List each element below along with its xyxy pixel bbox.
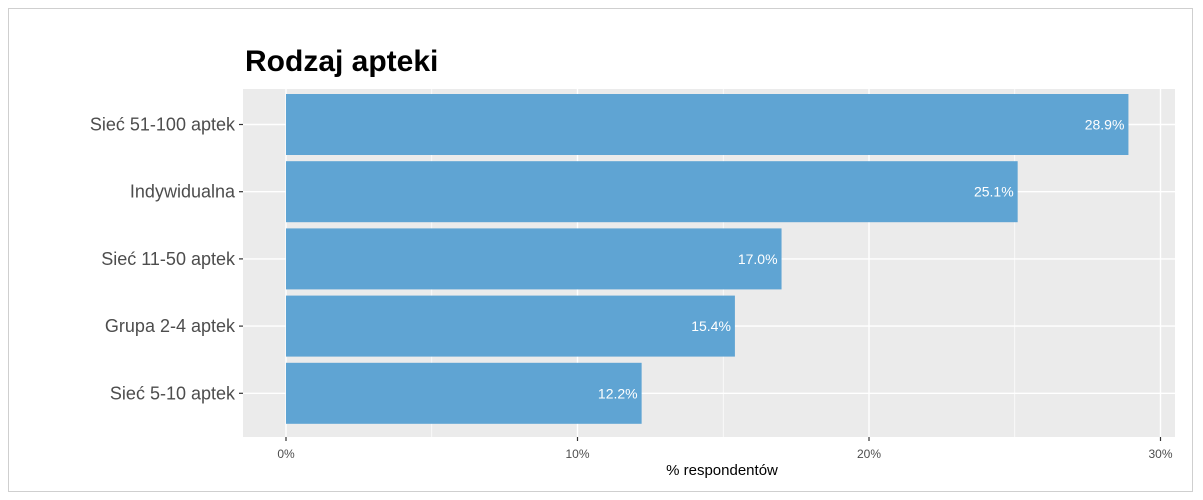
x-axis-title: % respondentów <box>666 462 778 479</box>
category-label: Sieć 11-50 aptek <box>101 249 236 269</box>
chart-title: Rodzaj apteki <box>245 45 438 78</box>
bar-value-label: 28.9% <box>1085 117 1125 133</box>
bars: 28.9% 25.1% 17.0% 15.4% 12.2% <box>286 94 1129 424</box>
bar-value-label: 17.0% <box>738 251 778 267</box>
value-axis: 0% 10% 20% 30% <box>277 437 1173 461</box>
category-label: Indywidualna <box>130 182 236 202</box>
x-tick-label: 10% <box>565 447 589 461</box>
category-label: Sieć 51-100 aptek <box>90 115 236 135</box>
bar-value-label: 15.4% <box>691 318 731 334</box>
bar <box>286 94 1129 155</box>
category-axis: Sieć 51-100 aptek Indywidualna Sieć 11-50 … <box>90 115 243 403</box>
bar <box>286 295 735 357</box>
x-tick-label: 20% <box>857 447 881 461</box>
bar <box>286 362 642 424</box>
bar <box>286 161 1018 223</box>
bar <box>286 228 782 290</box>
category-label: Grupa 2-4 aptek <box>105 316 236 336</box>
bar-value-label: 25.1% <box>974 184 1014 200</box>
category-label: Sieć 5-10 aptek <box>110 383 236 403</box>
x-tick-label: 0% <box>277 447 295 461</box>
bar-value-label: 12.2% <box>598 385 638 401</box>
x-tick-label: 30% <box>1148 447 1172 461</box>
